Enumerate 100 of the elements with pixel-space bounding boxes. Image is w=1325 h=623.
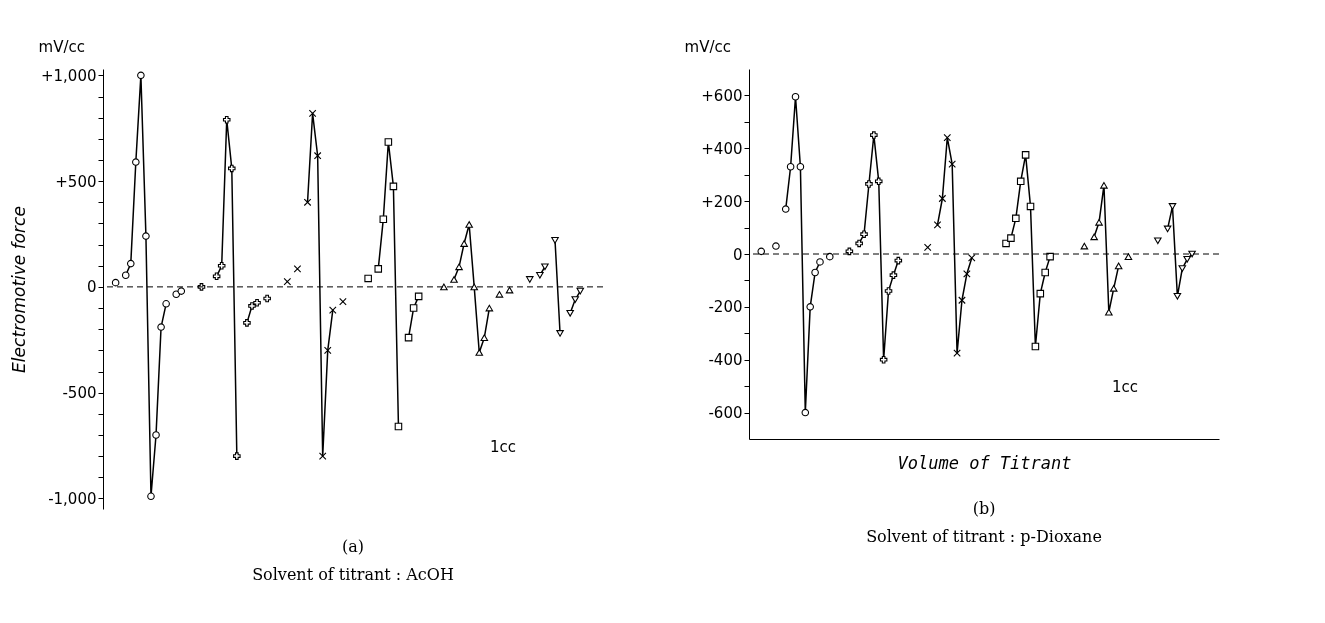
point bbox=[816, 258, 824, 266]
point bbox=[1100, 181, 1108, 189]
point bbox=[379, 215, 388, 223]
text: mV/cc bbox=[38, 38, 85, 56]
point bbox=[142, 232, 150, 240]
point bbox=[384, 138, 393, 146]
point bbox=[329, 306, 337, 314]
point bbox=[556, 330, 564, 337]
text: mV/cc bbox=[684, 38, 731, 56]
point bbox=[781, 205, 790, 213]
x-axis-title: Volume of Titrant bbox=[897, 452, 1072, 473]
point bbox=[933, 221, 942, 229]
text: (b) bbox=[972, 499, 996, 518]
point bbox=[1012, 214, 1020, 223]
point bbox=[1090, 233, 1098, 241]
point bbox=[923, 243, 932, 252]
y-axis-title: Electromotive force bbox=[8, 206, 29, 373]
point bbox=[455, 263, 463, 271]
text: Solvent of titrant : p-Dioxane bbox=[866, 527, 1102, 546]
point bbox=[313, 151, 322, 160]
point bbox=[845, 247, 854, 256]
point bbox=[157, 323, 165, 331]
point bbox=[791, 92, 800, 101]
point bbox=[374, 265, 383, 273]
text: (a) bbox=[341, 537, 365, 556]
annotation: 1cc bbox=[489, 438, 517, 457]
point bbox=[894, 256, 903, 265]
point bbox=[470, 283, 478, 291]
point bbox=[953, 349, 961, 357]
point bbox=[212, 272, 221, 281]
point bbox=[967, 254, 976, 262]
point bbox=[303, 198, 312, 207]
point bbox=[233, 452, 241, 460]
point bbox=[772, 242, 780, 250]
point bbox=[121, 271, 130, 280]
point bbox=[1109, 285, 1118, 292]
point bbox=[943, 133, 952, 142]
point bbox=[1173, 292, 1182, 300]
point bbox=[571, 296, 580, 303]
text: Solvent of titrant : AcOH bbox=[252, 565, 454, 584]
point bbox=[576, 287, 585, 295]
point bbox=[152, 431, 160, 439]
point bbox=[263, 294, 271, 303]
y-tick-label: +500 bbox=[55, 172, 97, 191]
point bbox=[541, 263, 549, 271]
point bbox=[414, 292, 423, 301]
point bbox=[1041, 268, 1049, 277]
point bbox=[958, 296, 966, 305]
point bbox=[318, 452, 327, 460]
y-tick-label: +200 bbox=[701, 192, 743, 211]
y-tick-label: +400 bbox=[701, 139, 743, 158]
point bbox=[293, 265, 302, 273]
point bbox=[811, 268, 819, 277]
point bbox=[126, 259, 135, 268]
y-tick-label: 0 bbox=[86, 278, 97, 297]
point bbox=[566, 309, 574, 317]
point bbox=[404, 333, 413, 342]
point bbox=[253, 298, 261, 307]
y-tick-label: +600 bbox=[701, 86, 743, 105]
point bbox=[1163, 225, 1172, 233]
point bbox=[879, 355, 888, 364]
point bbox=[162, 300, 170, 308]
point bbox=[177, 287, 186, 295]
y-tick-label: -1,000 bbox=[48, 489, 97, 508]
point bbox=[801, 408, 810, 417]
point bbox=[860, 230, 868, 238]
point bbox=[855, 239, 863, 248]
point bbox=[450, 276, 458, 283]
point bbox=[339, 297, 347, 306]
point bbox=[465, 221, 473, 228]
point bbox=[525, 276, 534, 283]
y-tick-label: -400 bbox=[708, 351, 743, 370]
point bbox=[308, 109, 317, 118]
point bbox=[495, 290, 504, 298]
point bbox=[757, 247, 766, 256]
point bbox=[505, 286, 514, 294]
point bbox=[485, 304, 494, 312]
point bbox=[147, 492, 155, 501]
point bbox=[938, 194, 947, 203]
point bbox=[889, 271, 898, 279]
point bbox=[786, 163, 795, 171]
point bbox=[283, 277, 292, 286]
point bbox=[132, 158, 140, 166]
point bbox=[948, 160, 956, 168]
y-tick-label: -500 bbox=[62, 384, 97, 403]
y-tick-label: -600 bbox=[708, 404, 743, 423]
point bbox=[1178, 265, 1187, 272]
point bbox=[1007, 234, 1015, 242]
point bbox=[806, 303, 814, 311]
point bbox=[137, 71, 145, 80]
y-tick-label: -200 bbox=[708, 298, 743, 317]
point bbox=[460, 240, 468, 247]
point bbox=[228, 164, 236, 173]
point bbox=[1021, 151, 1030, 159]
point bbox=[963, 270, 971, 278]
point bbox=[1188, 250, 1196, 258]
point bbox=[1114, 262, 1123, 270]
point bbox=[1105, 308, 1113, 316]
point bbox=[1095, 218, 1103, 226]
point bbox=[243, 319, 251, 327]
